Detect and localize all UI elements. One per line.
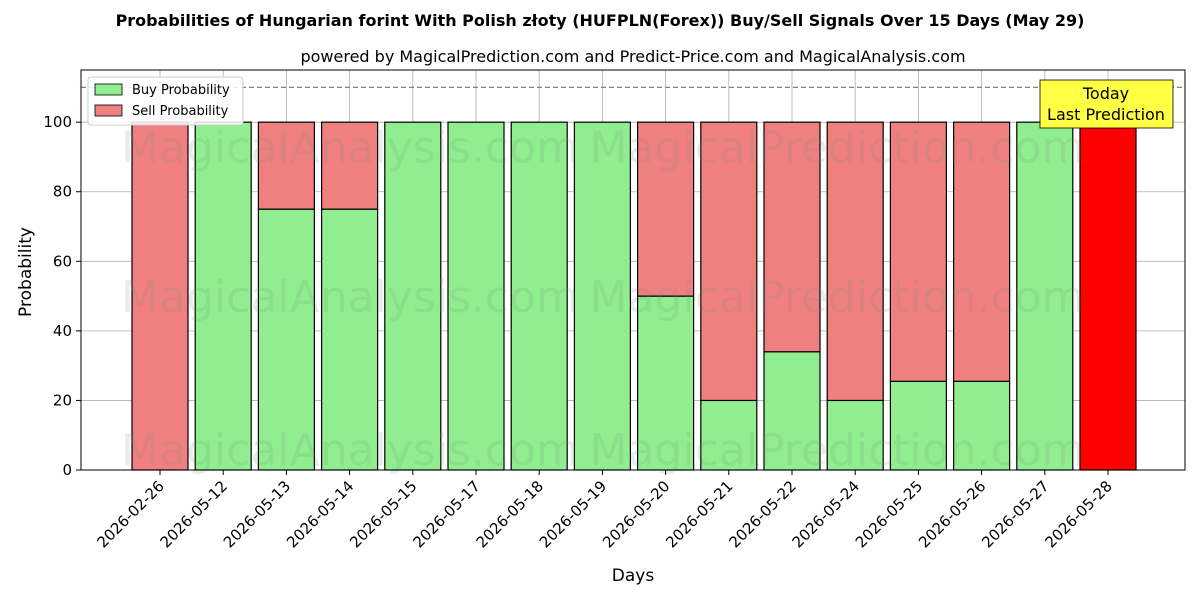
y-tick-label: 60 (53, 252, 72, 270)
watermark-text: MagicalPrediction.com (590, 272, 1085, 323)
y-tick-label: 100 (43, 113, 72, 131)
y-tick-label: 80 (53, 183, 72, 201)
x-tick-label: 2026-05-26 (915, 477, 989, 551)
x-tick-label: 2026-05-17 (409, 477, 483, 551)
x-tick-label: 2026-05-13 (220, 477, 294, 551)
watermark-text: MagicalPrediction.com (590, 123, 1085, 174)
today-annotation: Today Last Prediction (1040, 80, 1173, 128)
legend-label-sell: Sell Probability (132, 104, 229, 119)
bar-sell-2026-05-28 (1080, 122, 1136, 470)
x-tick-label: 2026-05-24 (789, 477, 863, 551)
chart-subtitle: powered by MagicalPrediction.com and Pre… (300, 47, 965, 66)
x-tick-label: 2026-05-19 (536, 477, 610, 551)
y-axis-label: Probability (16, 227, 36, 317)
watermark-text: MagicalAnalysis.com (121, 425, 579, 476)
today-annotation-line1: Today (1082, 84, 1129, 103)
x-tick-label: 2026-05-21 (662, 477, 736, 551)
x-axis-ticks: 2026-02-262026-05-122026-05-132026-05-14… (93, 470, 1115, 551)
x-tick-label: 2026-02-26 (93, 477, 167, 551)
x-tick-label: 2026-05-25 (852, 477, 926, 551)
legend: Buy Probability Sell Probability (88, 77, 243, 125)
x-tick-label: 2026-05-27 (978, 477, 1052, 551)
y-axis-ticks: 0 20 40 60 80 100 (43, 113, 81, 479)
y-tick-label: 0 (62, 461, 72, 479)
x-tick-label: 2026-05-28 (1041, 477, 1115, 551)
x-tick-label: 2026-05-22 (725, 477, 799, 551)
watermark-text: MagicalPrediction.com (590, 425, 1085, 476)
legend-swatch-buy (95, 84, 122, 95)
legend-swatch-sell (95, 105, 122, 116)
legend-label-buy: Buy Probability (132, 83, 230, 98)
x-tick-label: 2026-05-14 (283, 477, 357, 551)
y-tick-label: 40 (53, 322, 72, 340)
x-tick-label: 2026-05-18 (473, 477, 547, 551)
watermark-text: MagicalAnalysis.com (121, 123, 579, 174)
y-tick-label: 20 (53, 391, 72, 409)
x-axis-label: Days (612, 566, 655, 586)
watermark-text: MagicalAnalysis.com (121, 272, 579, 323)
x-tick-label: 2026-05-15 (346, 477, 420, 551)
chart-title: Probabilities of Hungarian forint With P… (116, 11, 1085, 30)
x-tick-label: 2026-05-20 (599, 477, 673, 551)
x-tick-label: 2026-05-12 (157, 477, 231, 551)
today-annotation-line2: Last Prediction (1047, 105, 1165, 124)
